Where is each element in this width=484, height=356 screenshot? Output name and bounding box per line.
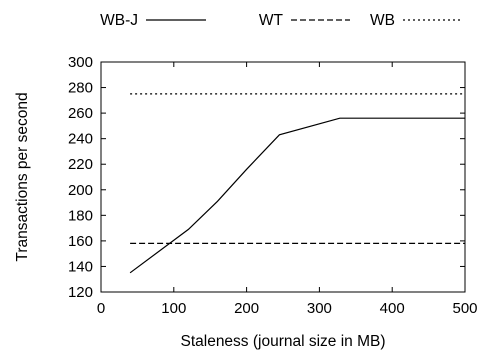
y-tick-label: 120: [68, 284, 93, 301]
x-tick-label: 200: [234, 300, 259, 317]
axis-ticks: 0 100 200 300 400 500 120 140 160 180 200 220 240 260…: [68, 54, 478, 317]
y-tick-label: 220: [68, 156, 93, 173]
series-line-wb-j: [129, 117, 465, 274]
y-tick-label: 180: [68, 207, 93, 224]
plot-area-frame: [100, 61, 466, 293]
legend-label-wb: WB: [370, 12, 395, 29]
legend-label-wb-j: WB-J: [100, 12, 138, 29]
chart-legend: WB-J WT WB: [100, 12, 462, 29]
x-tick-label: 500: [452, 300, 477, 317]
x-tick-label: 300: [307, 300, 332, 317]
x-axis-label: Staleness (journal size in MB): [180, 333, 385, 350]
series-lines: [129, 93, 465, 274]
x-tick-label: 100: [161, 300, 186, 317]
y-tick-label: 280: [68, 80, 93, 97]
y-axis-label: Transactions per second: [14, 92, 31, 261]
y-tick-label: 160: [68, 233, 93, 250]
x-tick-label: 400: [380, 300, 405, 317]
legend-label-wt: WT: [259, 12, 284, 29]
x-tick-label: 0: [97, 300, 105, 317]
y-tick-label: 260: [68, 105, 93, 122]
y-tick-label: 140: [68, 258, 93, 275]
y-tick-label: 200: [68, 182, 93, 199]
y-tick-label: 240: [68, 131, 93, 148]
y-tick-label: 300: [68, 54, 93, 71]
